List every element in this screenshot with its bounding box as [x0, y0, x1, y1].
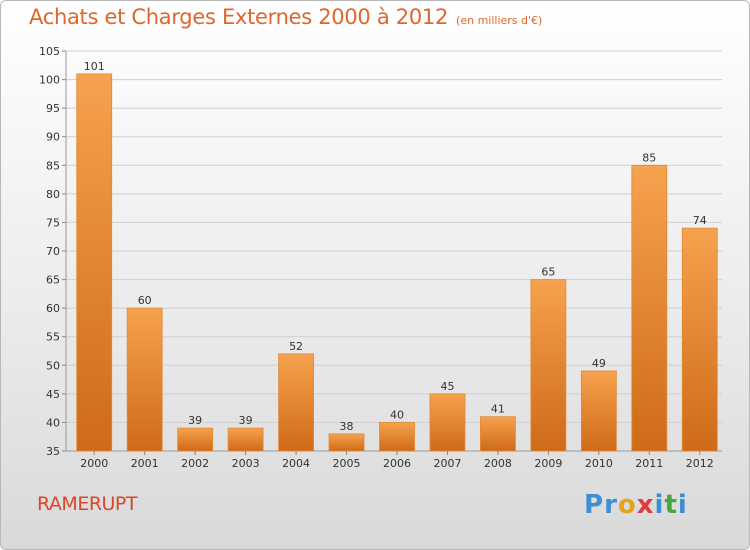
bar-value-label: 39	[239, 414, 253, 427]
bar	[177, 427, 214, 452]
logo-letter: o	[617, 490, 637, 520]
y-tick-label: 50	[46, 359, 60, 372]
logo-letter: P	[584, 490, 605, 520]
y-tick-label: 35	[46, 445, 60, 458]
x-tick-label: 2009	[534, 457, 562, 470]
chart-subtitle: (en milliers d'€)	[456, 14, 543, 27]
y-tick-label: 40	[46, 416, 60, 429]
logo-letter: i	[654, 490, 665, 520]
y-tick-label: 70	[46, 245, 60, 258]
x-tick-label: 2011	[635, 457, 663, 470]
y-tick-label: 55	[46, 331, 60, 344]
bar-value-label: 65	[541, 266, 555, 279]
bar-value-label: 41	[491, 403, 505, 416]
bar	[328, 433, 365, 452]
bar	[126, 307, 163, 452]
x-tick-label: 2010	[585, 457, 613, 470]
bar-value-label: 49	[592, 357, 606, 370]
y-tick-label: 95	[46, 102, 60, 115]
bar-value-label: 52	[289, 340, 303, 353]
bar	[76, 73, 113, 452]
bar-value-label: 74	[693, 214, 707, 227]
bar-value-label: 45	[440, 380, 454, 393]
bar-value-label: 85	[642, 151, 656, 164]
chart-title-text: Achats et Charges Externes 2000 à 2012	[29, 5, 449, 29]
bar	[580, 370, 617, 452]
x-tick-label: 2004	[282, 457, 310, 470]
bar-value-label: 38	[340, 420, 354, 433]
bar	[227, 427, 264, 452]
logo-letter: t	[664, 490, 678, 520]
bar-value-label: 39	[188, 414, 202, 427]
logo-letter: x	[636, 490, 655, 520]
x-tick-label: 2002	[181, 457, 209, 470]
y-tick-label: 45	[46, 388, 60, 401]
bar	[429, 393, 466, 452]
bar	[681, 227, 718, 452]
x-tick-label: 2007	[433, 457, 461, 470]
y-tick-label: 100	[39, 74, 60, 87]
y-tick-label: 105	[39, 45, 60, 58]
bar	[379, 422, 415, 452]
bar-value-label: 40	[390, 408, 404, 421]
bar	[631, 164, 668, 452]
bar	[480, 416, 516, 452]
y-tick-label: 75	[46, 216, 60, 229]
logo-letter: r	[604, 490, 618, 520]
x-tick-label: 2001	[131, 457, 159, 470]
x-tick-label: 2006	[383, 457, 411, 470]
x-tick-label: 2012	[686, 457, 714, 470]
y-tick-label: 60	[46, 302, 60, 315]
logo-letter: i	[677, 490, 688, 520]
bar	[278, 353, 314, 452]
y-tick-label: 80	[46, 188, 60, 201]
x-tick-label: 2008	[484, 457, 512, 470]
proxiti-logo[interactable]: Proxiti	[584, 490, 688, 520]
bar	[530, 279, 567, 452]
bar-value-label: 60	[138, 294, 152, 307]
x-tick-label: 2000	[80, 457, 108, 470]
y-tick-label: 65	[46, 274, 60, 287]
x-tick-label: 2003	[232, 457, 260, 470]
bar-value-label: 101	[84, 60, 105, 73]
place-name: RAMERUPT	[37, 493, 138, 515]
y-tick-label: 85	[46, 159, 60, 172]
chart-title: Achats et Charges Externes 2000 à 2012 (e…	[29, 5, 542, 29]
x-tick-label: 2005	[333, 457, 361, 470]
y-tick-label: 90	[46, 131, 60, 144]
